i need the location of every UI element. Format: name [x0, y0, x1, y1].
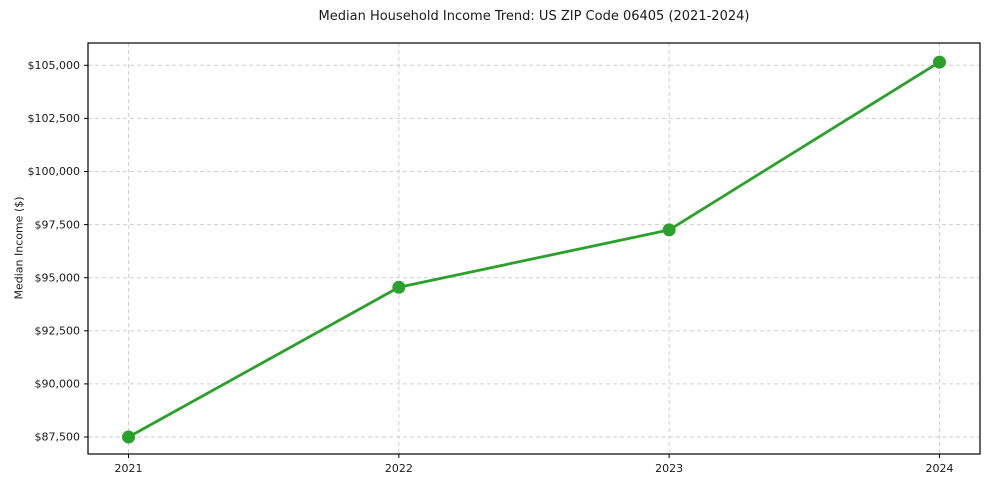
x-tick-label: 2023: [655, 462, 683, 475]
y-tick-label: $105,000: [28, 59, 81, 72]
y-tick-label: $92,500: [35, 325, 81, 338]
plot-border: [87, 42, 981, 455]
data-point: [662, 223, 676, 237]
y-tick-label: $90,000: [35, 378, 81, 391]
data-point: [122, 430, 136, 444]
x-tick-label: 2022: [385, 462, 413, 475]
y-tick-label: $97,500: [35, 218, 81, 231]
data-point: [392, 280, 406, 294]
chart-title: Median Household Income Trend: US ZIP Co…: [318, 9, 750, 24]
x-tick-label: 2021: [115, 462, 143, 475]
y-tick-label: $102,500: [28, 112, 81, 125]
series-line: [127, 60, 941, 439]
y-tick-label: $87,500: [35, 431, 81, 444]
data-point: [932, 55, 946, 69]
y-tick-label: $100,000: [28, 165, 81, 178]
x-tick-label: 2024: [925, 462, 953, 475]
y-tick-label: $95,000: [35, 271, 81, 284]
